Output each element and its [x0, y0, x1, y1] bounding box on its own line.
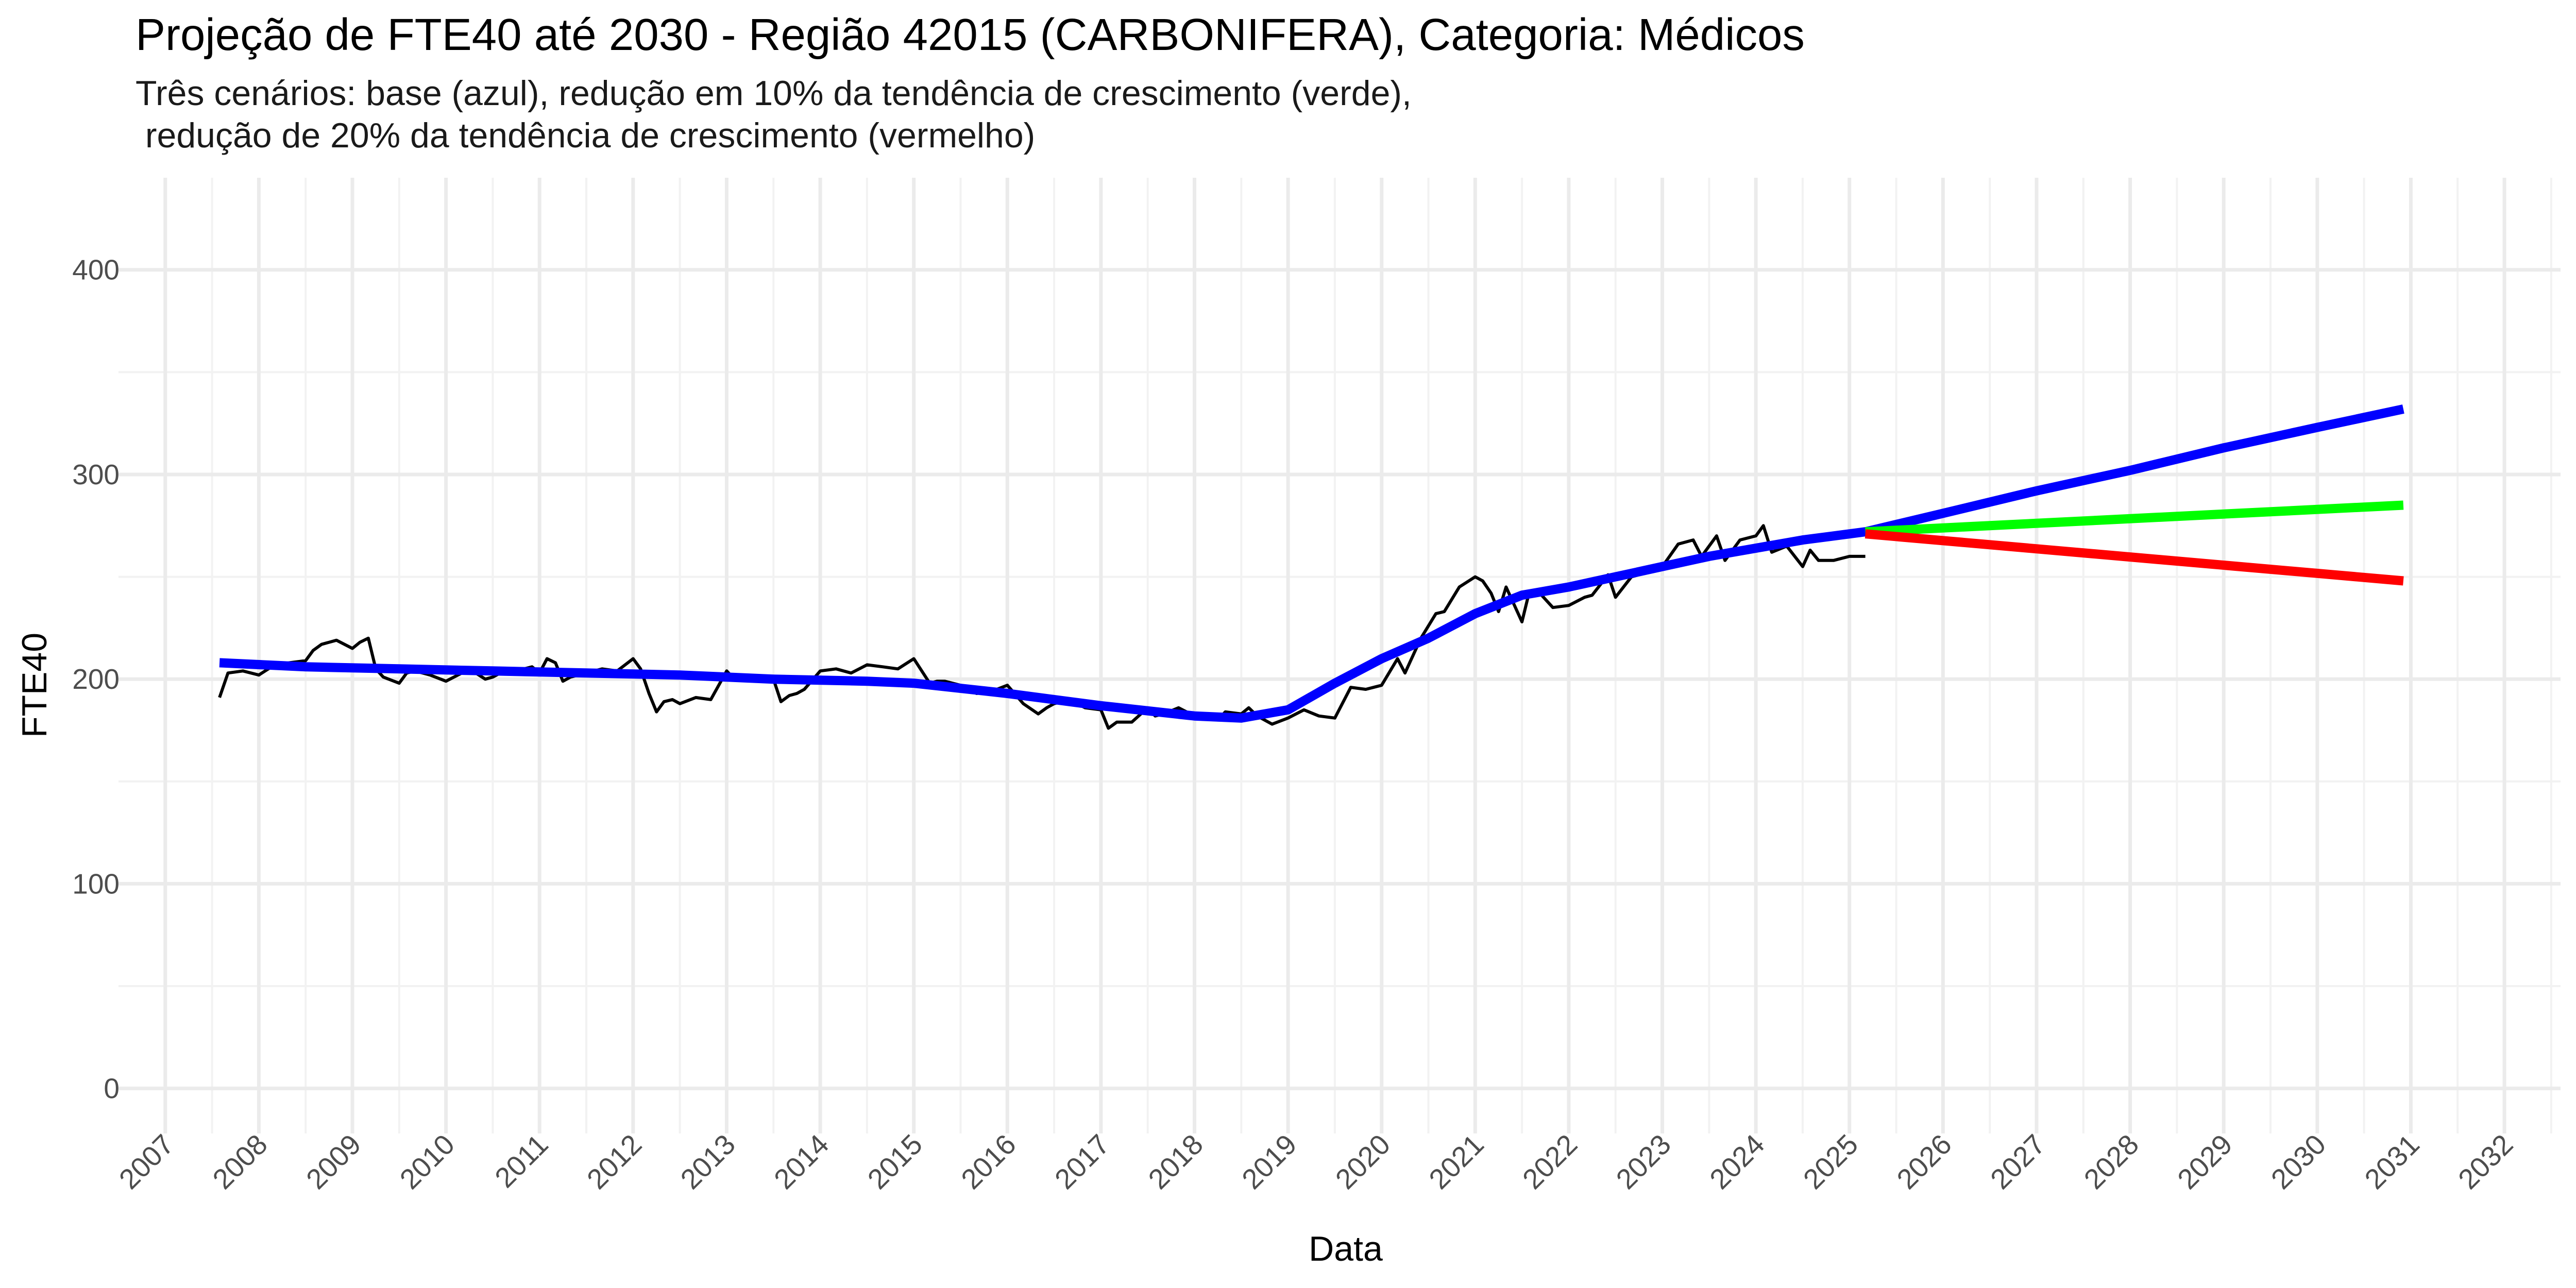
x-tick-label: 2027	[1984, 1128, 2051, 1195]
y-axis-title: FTE40	[15, 633, 54, 738]
x-tick-label: 2029	[2171, 1128, 2238, 1195]
x-tick-label: 2009	[300, 1128, 367, 1195]
x-tick-label: 2008	[207, 1128, 274, 1195]
y-tick-label: 0	[104, 1073, 120, 1105]
x-tick-label: 2028	[2078, 1128, 2145, 1195]
x-tick-label: 2031	[2359, 1128, 2426, 1195]
x-tick-label: 2018	[1142, 1128, 1209, 1195]
x-tick-label: 2007	[113, 1128, 180, 1195]
x-tick-label: 2024	[1703, 1128, 1770, 1195]
x-tick-label: 2026	[1891, 1128, 1958, 1195]
x-tick-label: 2030	[2265, 1128, 2332, 1195]
reduction-20-scenario-line	[1865, 529, 2404, 586]
x-tick-label: 2014	[768, 1128, 835, 1195]
reduction-10-scenario-line	[1865, 500, 2404, 537]
x-tick-label: 2013	[674, 1128, 741, 1195]
chart-subtitle: Três cenários: base (azul), redução em 1…	[135, 74, 1412, 155]
x-tick-labels: 2007 2008 2009 2010 2011 2012 2013 2014 2015 2016…	[113, 1128, 2519, 1195]
base-scenario-line	[219, 404, 2404, 723]
x-tick-label: 2019	[1235, 1128, 1302, 1195]
x-tick-label: 2021	[1422, 1128, 1489, 1195]
y-tick-label: 100	[72, 868, 120, 900]
x-tick-label: 2020	[1329, 1128, 1396, 1195]
series-lines	[218, 404, 2404, 730]
x-tick-label: 2012	[581, 1128, 648, 1195]
y-tick-label: 400	[72, 254, 120, 286]
x-axis-title: Data	[1309, 1229, 1383, 1268]
chart-title: Projeção de FTE40 até 2030 - Região 4201…	[135, 10, 1805, 60]
y-tick-labels: 0 100 200 300 400	[72, 254, 120, 1105]
x-tick-label: 2011	[488, 1128, 554, 1194]
grid	[118, 178, 2561, 1133]
y-tick-label: 300	[72, 459, 120, 490]
x-tick-label: 2015	[861, 1128, 928, 1195]
x-tick-label: 2022	[1516, 1128, 1583, 1195]
x-tick-label: 2025	[1797, 1128, 1864, 1195]
y-tick-label: 200	[72, 663, 120, 695]
x-tick-label: 2017	[1048, 1128, 1115, 1195]
x-tick-label: 2016	[955, 1128, 1022, 1195]
x-tick-label: 2032	[2452, 1128, 2519, 1195]
x-tick-label: 2023	[1610, 1128, 1677, 1195]
x-tick-label: 2010	[394, 1128, 461, 1195]
observed-series-line	[218, 524, 1866, 730]
